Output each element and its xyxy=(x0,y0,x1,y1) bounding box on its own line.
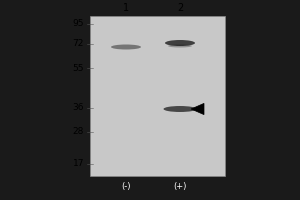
Bar xyxy=(90,16,225,176)
Text: 2: 2 xyxy=(177,3,183,13)
Text: (+): (+) xyxy=(173,182,187,190)
Text: 1: 1 xyxy=(123,3,129,13)
Text: 55: 55 xyxy=(73,64,84,73)
Text: 17: 17 xyxy=(73,160,84,168)
Ellipse shape xyxy=(111,45,141,49)
Ellipse shape xyxy=(165,40,195,46)
Ellipse shape xyxy=(164,106,196,112)
Text: 28: 28 xyxy=(73,128,84,136)
Text: (-): (-) xyxy=(121,182,131,190)
Text: 36: 36 xyxy=(73,104,84,112)
Polygon shape xyxy=(191,103,204,115)
Text: 72: 72 xyxy=(73,40,84,48)
Ellipse shape xyxy=(168,45,192,47)
Text: 95: 95 xyxy=(73,20,84,28)
